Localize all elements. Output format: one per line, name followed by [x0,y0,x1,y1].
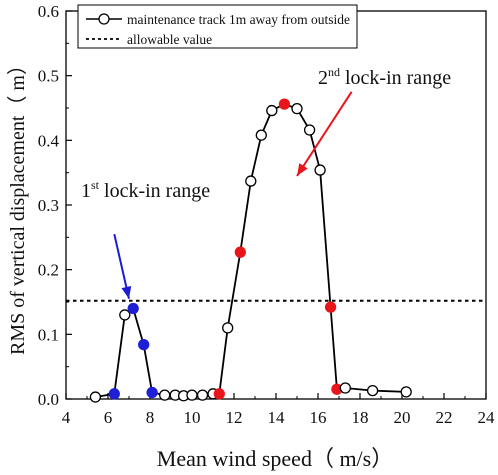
data-point [324,301,337,313]
data-point [119,309,131,321]
y-tick-label: 0.0 [38,390,59,409]
x-axis-ticks: 4 6 8 10 12 14 16 18 20 22 24 [62,393,495,427]
annotation-label: 2nd lock-in range [318,65,451,89]
legend-label-allowable: allowable value [127,32,212,47]
data-point [127,302,139,315]
y-tick-label: 0.1 [38,325,59,344]
x-tick-label: 8 [146,408,155,427]
y-tick-label: 0.5 [38,67,59,86]
annotation-arrow-head [297,163,308,176]
data-point [303,124,316,136]
data-point [339,382,351,394]
data-point [314,164,326,176]
legend-marker-sample [98,13,110,25]
data-point [196,389,209,401]
data-point [291,102,303,115]
x-tick-label: 12 [226,408,243,427]
data-point [89,391,102,403]
y-tick-label: 0.2 [38,261,59,280]
y-tick-label: 0.4 [38,131,60,150]
x-tick-label: 24 [478,408,496,427]
x-tick-label: 10 [184,408,201,427]
data-point [138,339,150,351]
data-point [186,389,198,401]
annotation-arrow-shaft [296,91,353,177]
data-point [400,386,412,398]
annotation-label: 1st lock-in range [81,178,210,202]
annotation-arrow-head [121,285,132,299]
x-tick-label: 16 [310,408,327,427]
x-tick-label: 14 [268,408,286,427]
x-tick-label: 18 [352,408,369,427]
data-point [266,104,278,117]
data-point [146,386,158,399]
x-tick-label: 6 [104,408,113,427]
data-point [255,129,267,141]
x-tick-label: 22 [436,408,453,427]
annotations: 1st lock-in range 2nd lock-in range [81,65,451,299]
legend-box [77,4,358,49]
y-axis-title: RMS of vertical displacement（ m） [6,55,29,355]
legend-label-maintenance-track: maintenance track 1m away from outside [127,12,350,27]
series-line [95,103,407,398]
data-point [278,98,291,110]
y-axis-ticks: 0.0 0.1 0.2 0.3 0.4 0.5 0.6 [38,2,72,409]
data-point [213,388,225,400]
data-point [222,322,234,334]
data-point [366,384,379,397]
data-point [245,175,257,187]
x-axis-title: Mean wind speed（ m/s） [157,446,393,471]
legend: maintenance track 1m away from outside a… [77,4,358,49]
x-tick-label: 4 [62,408,71,427]
x-tick-label: 20 [394,408,411,427]
data-point [108,388,120,400]
data-point [159,389,171,401]
series-maintenance-track [89,98,412,403]
y-tick-label: 0.3 [38,196,59,215]
y-tick-label: 0.6 [38,2,59,21]
data-point [234,246,246,258]
